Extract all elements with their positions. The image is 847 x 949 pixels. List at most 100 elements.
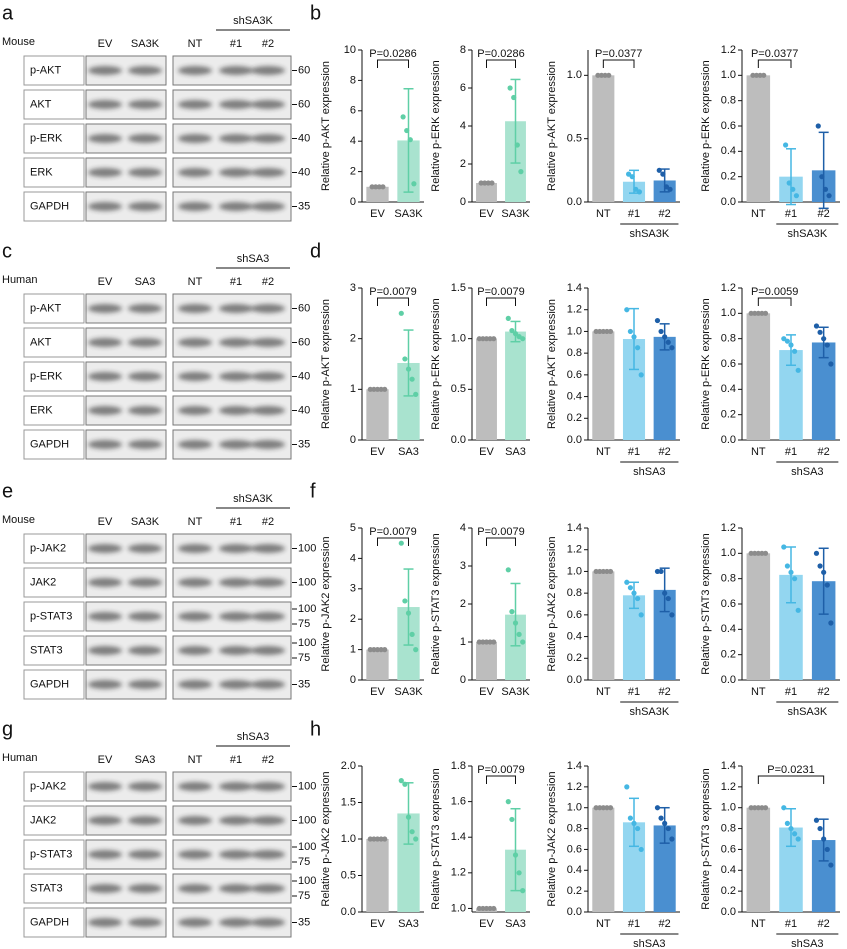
data-point: [665, 825, 671, 832]
blot-band: [178, 646, 212, 655]
blot-band: [88, 168, 122, 177]
y-axis-label: Relative p-ERK expression: [430, 298, 442, 429]
x-tick-label: #2: [659, 686, 671, 698]
blot-band: [128, 918, 162, 927]
y-tick-label: 0: [350, 196, 356, 208]
row-label-box: [23, 805, 85, 836]
data-point: [750, 72, 756, 78]
blot-band: [251, 66, 285, 75]
group-label: shSA3K: [787, 706, 827, 718]
marker-label: 60: [298, 302, 310, 314]
significance-bracket: [757, 59, 792, 68]
x-tick-label: EV: [479, 208, 494, 220]
bar: [505, 614, 526, 680]
y-tick-label: 2: [460, 598, 466, 610]
y-tick-label: 1.2: [451, 867, 466, 879]
data-point: [505, 799, 511, 805]
y-tick-label: 0: [350, 674, 356, 686]
data-point: [635, 595, 641, 602]
marker-label: 40: [298, 404, 310, 416]
y-tick-label: 0.2: [567, 412, 582, 424]
row-label-box: [23, 635, 85, 666]
row-label-box: [23, 429, 85, 460]
y-axis-label: Relative p-STAT3 expression: [700, 533, 712, 674]
data-point: [792, 831, 798, 837]
group-label: shSA3K: [233, 493, 273, 505]
row-label-box: [23, 839, 85, 870]
blot-band: [219, 544, 253, 553]
y-tick-label: 1.4: [567, 282, 582, 294]
y-tick-label: 3: [350, 583, 356, 595]
lane-label: NT: [188, 754, 203, 766]
blot-band: [88, 816, 122, 825]
lane-label: #2: [262, 516, 274, 528]
marker-label: 100: [298, 780, 316, 792]
p-value: P=0.0377: [595, 48, 642, 60]
y-tick-label: 1.5: [341, 796, 356, 808]
y-tick-label: 1.0: [451, 333, 466, 345]
data-point: [511, 94, 517, 101]
y-axis-label: Relative p-JAK2 expression: [546, 536, 558, 671]
data-point: [505, 567, 511, 573]
data-point: [367, 647, 373, 653]
data-point: [509, 609, 515, 615]
blot-band: [219, 578, 253, 587]
data-point: [376, 184, 382, 190]
bar: [592, 571, 615, 680]
y-tick-label: 0.8: [567, 347, 582, 359]
x-tick-label: SA3K: [394, 686, 423, 698]
bar: [366, 186, 389, 202]
y-tick-label: 0.0: [721, 906, 736, 918]
data-point: [600, 568, 606, 575]
y-tick-label: 0.8: [567, 822, 582, 834]
lane-label: NT: [188, 516, 203, 528]
row-label-box: [23, 327, 85, 358]
blot-band: [128, 338, 162, 347]
y-axis-label: Relative p-JAK2 expression: [320, 771, 332, 906]
significance-bracket: [486, 537, 516, 546]
data-point: [604, 805, 610, 811]
marker-label: 100: [298, 542, 316, 554]
panel-label: f: [310, 480, 316, 502]
marker-label: 100: [298, 603, 316, 615]
data-point: [402, 598, 408, 604]
blot-band: [219, 100, 253, 109]
x-tick-label: EV: [370, 686, 385, 698]
y-tick-label: 0: [350, 434, 356, 446]
blot-band: [251, 816, 285, 825]
y-tick-label: 1: [460, 636, 466, 648]
blot-band: [178, 440, 212, 449]
y-tick-label: 0.4: [721, 383, 736, 395]
bar: [653, 336, 676, 440]
group-label: shSA3: [791, 938, 823, 949]
blot-band: [251, 680, 285, 689]
data-point: [821, 336, 827, 342]
data-point: [413, 836, 419, 842]
y-tick-label: 0.2: [721, 171, 736, 183]
data-point: [373, 184, 379, 190]
data-point: [483, 336, 490, 342]
blot-band: [178, 406, 212, 415]
data-point: [656, 167, 662, 173]
y-axis-label: Relative p-STAT3 expression: [700, 768, 712, 909]
blot-band: [178, 168, 212, 177]
data-point: [669, 612, 675, 618]
data-point: [784, 563, 791, 569]
data-point: [604, 328, 610, 335]
data-point: [759, 550, 765, 556]
data-point: [635, 825, 641, 832]
data-point: [509, 327, 515, 334]
p-value: P=0.0377: [751, 48, 798, 60]
x-tick-label: NT: [751, 446, 766, 458]
group-label: shSA3: [791, 466, 823, 478]
x-tick-label: NT: [751, 686, 766, 698]
species-label: Human: [2, 752, 37, 764]
data-point: [485, 180, 491, 186]
y-tick-label: 1.0: [567, 565, 582, 577]
marker-label: 100: [298, 576, 316, 588]
y-tick-label: 0.4: [567, 864, 582, 876]
y-tick-label: 1.0: [567, 802, 582, 814]
group-label: shSA3K: [629, 228, 669, 240]
data-point: [792, 576, 798, 582]
data-point: [371, 647, 377, 653]
